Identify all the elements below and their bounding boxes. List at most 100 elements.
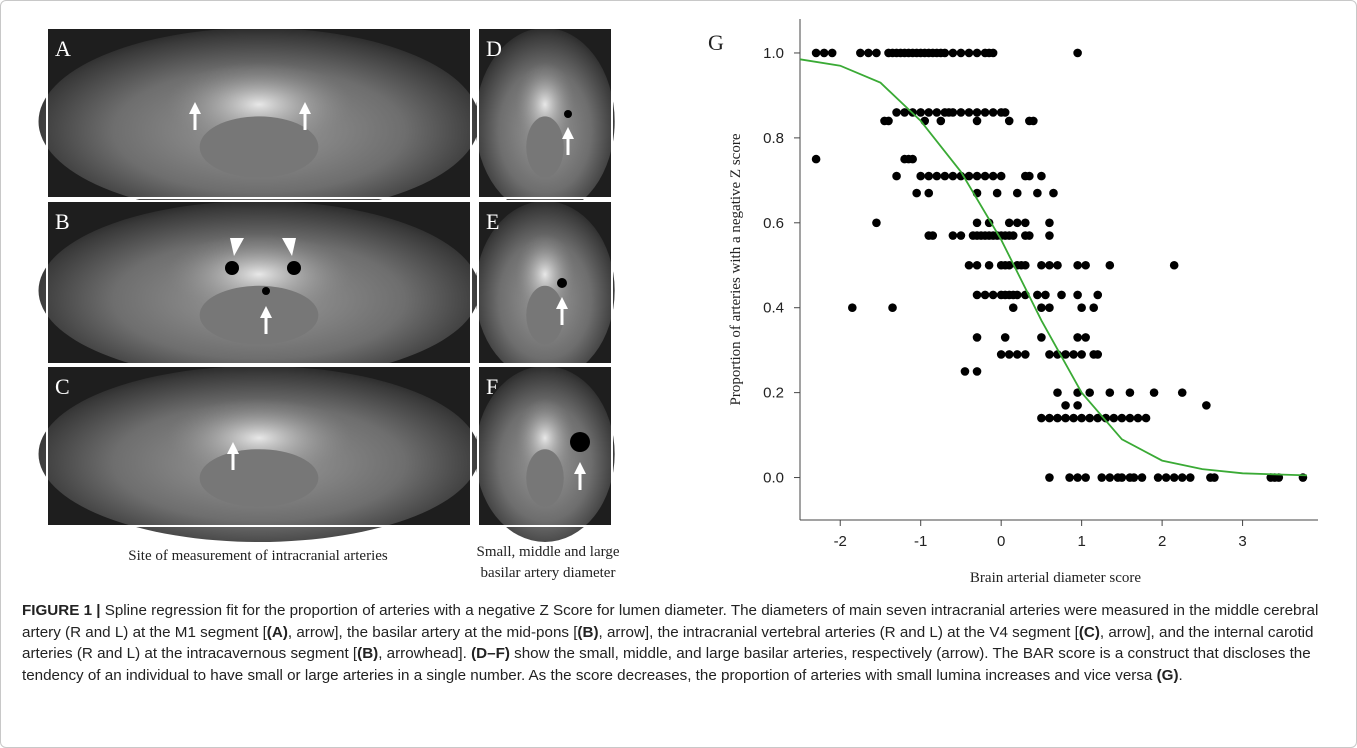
- data-point: [1138, 473, 1147, 482]
- data-point: [1021, 350, 1030, 359]
- data-point: [981, 108, 990, 117]
- data-point: [1097, 473, 1106, 482]
- data-point: [1045, 350, 1054, 359]
- panel-label: C: [55, 374, 70, 399]
- data-point: [924, 189, 933, 198]
- data-point: [1154, 473, 1163, 482]
- data-point: [1045, 261, 1054, 270]
- caption-bold: (B): [357, 645, 378, 662]
- caption-bold: (D–F): [471, 645, 510, 662]
- data-point: [957, 49, 966, 58]
- data-point: [1162, 473, 1171, 482]
- data-point: [1073, 261, 1082, 270]
- data-point: [1009, 231, 1018, 240]
- data-point: [1210, 473, 1219, 482]
- data-point: [1025, 172, 1034, 181]
- data-point: [924, 108, 933, 117]
- data-point: [981, 172, 990, 181]
- panel-label: B: [55, 209, 70, 234]
- data-point: [912, 189, 921, 198]
- data-point: [989, 291, 998, 300]
- data-point: [1106, 473, 1115, 482]
- data-point: [1025, 231, 1034, 240]
- data-point: [892, 172, 901, 181]
- data-point: [872, 218, 881, 227]
- data-point: [1021, 218, 1030, 227]
- page: ABCDEFSite of measurement of intracrania…: [0, 0, 1357, 748]
- data-point: [1085, 414, 1094, 423]
- x-tick-label: 3: [1238, 533, 1246, 550]
- data-point: [1045, 414, 1054, 423]
- panel-label: G: [708, 30, 724, 55]
- x-tick-label: -2: [834, 533, 847, 550]
- x-axis-label: Brain arterial diameter score: [970, 570, 1142, 586]
- panel-label: F: [486, 374, 498, 399]
- artery: [557, 278, 567, 288]
- data-point: [872, 49, 881, 58]
- y-tick-label: 0.6: [763, 215, 784, 232]
- middle-caption: basilar artery diameter: [481, 565, 616, 581]
- data-point: [1170, 261, 1179, 270]
- data-point: [1081, 261, 1090, 270]
- caption-text: , arrow], the basilar artery at the mid-…: [288, 624, 578, 641]
- data-point: [965, 261, 974, 270]
- artery: [570, 432, 590, 452]
- data-point: [1053, 414, 1062, 423]
- data-point: [1069, 414, 1078, 423]
- data-point: [1037, 172, 1046, 181]
- data-point: [941, 49, 950, 58]
- caption-bold: (B): [577, 624, 598, 641]
- data-point: [1073, 401, 1082, 410]
- caption-text: , arrowhead].: [378, 645, 471, 662]
- data-point: [1057, 291, 1066, 300]
- data-point: [973, 117, 982, 126]
- data-point: [1001, 108, 1010, 117]
- caption-text: , arrow], the intracranial vertebral art…: [599, 624, 1079, 641]
- data-point: [965, 49, 974, 58]
- data-point: [973, 49, 982, 58]
- data-point: [1085, 388, 1094, 397]
- data-point: [884, 117, 893, 126]
- data-point: [1202, 401, 1211, 410]
- data-point: [1081, 333, 1090, 342]
- data-point: [949, 172, 958, 181]
- data-point: [828, 49, 837, 58]
- data-point: [1077, 350, 1086, 359]
- y-tick-label: 0.0: [763, 470, 784, 487]
- data-point: [1106, 261, 1115, 270]
- mri-panel: A: [39, 28, 480, 215]
- data-point: [965, 108, 974, 117]
- data-point: [1061, 401, 1070, 410]
- data-point: [989, 108, 998, 117]
- data-point: [1037, 303, 1046, 312]
- mri-panel: D: [475, 28, 614, 215]
- mri-panel: F: [475, 366, 614, 542]
- x-tick-label: 0: [997, 533, 1005, 550]
- data-point: [1142, 414, 1151, 423]
- y-tick-label: 1.0: [763, 45, 784, 62]
- data-point: [1134, 414, 1143, 423]
- data-point: [812, 155, 821, 164]
- data-point: [973, 367, 982, 376]
- spline-fit: [800, 59, 1307, 475]
- data-point: [1009, 303, 1018, 312]
- data-point: [1106, 388, 1115, 397]
- data-point: [997, 350, 1006, 359]
- middle-caption: Small, middle and large: [476, 544, 619, 560]
- data-point: [1110, 414, 1119, 423]
- data-point: [932, 172, 941, 181]
- data-point: [1081, 473, 1090, 482]
- panel-label: A: [55, 36, 71, 61]
- data-point: [1045, 218, 1054, 227]
- data-point: [1186, 473, 1195, 482]
- data-point: [973, 333, 982, 342]
- data-point: [1049, 189, 1058, 198]
- data-point: [820, 49, 829, 58]
- data-point: [1178, 388, 1187, 397]
- artery: [564, 110, 572, 118]
- data-point: [949, 49, 958, 58]
- data-point: [1005, 218, 1014, 227]
- caption-bold: (G): [1157, 667, 1179, 684]
